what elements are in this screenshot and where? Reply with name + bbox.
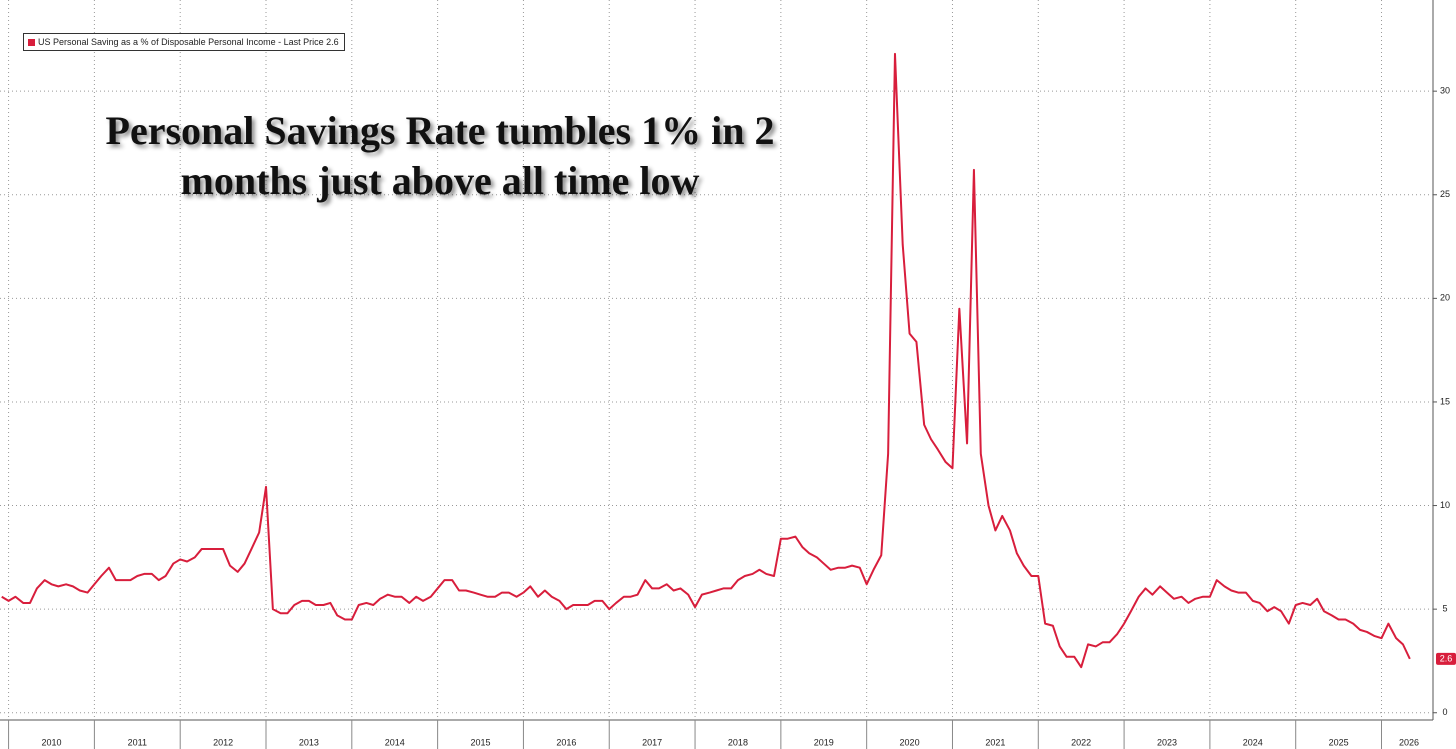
x-tick-label: 2019: [814, 737, 834, 747]
x-tick-label: 2022: [1071, 737, 1091, 747]
x-tick-label: 2012: [213, 737, 233, 747]
x-tick-label: 2014: [385, 737, 405, 747]
x-tick-label: 2017: [642, 737, 662, 747]
legend-swatch: [28, 38, 35, 46]
legend: US Personal Saving as a % of Disposable …: [23, 33, 345, 51]
x-tick-label: 2025: [1329, 737, 1349, 747]
x-tick-label: 2023: [1157, 737, 1177, 747]
x-tick-label: 2015: [471, 737, 491, 747]
y-tick-label: 30: [1440, 86, 1450, 96]
x-tick-label: 2016: [556, 737, 576, 747]
x-tick-label: 2020: [900, 737, 920, 747]
x-tick-label: 2010: [41, 737, 61, 747]
x-tick-label: 2011: [128, 737, 147, 747]
x-tick-label: 2021: [985, 737, 1005, 747]
y-tick-label: 10: [1440, 500, 1450, 510]
y-tick-label: 20: [1440, 293, 1450, 303]
line-series: [1, 52, 1411, 669]
x-tick-label: 2026: [1399, 737, 1419, 747]
x-tick-label: 2018: [728, 737, 748, 747]
legend-label: US Personal Saving as a % of Disposable …: [38, 37, 339, 47]
y-tick-label: 15: [1440, 396, 1450, 406]
chart-title: Personal Savings Rate tumbles 1% in 2 mo…: [105, 108, 775, 203]
x-tick-label: 2024: [1243, 737, 1263, 747]
y-tick-label: 5: [1442, 604, 1447, 614]
y-tick-label: 0: [1442, 707, 1447, 717]
x-tick-label: 2013: [299, 737, 319, 747]
y-tick-label: 25: [1440, 189, 1450, 199]
last-price-tag: [1436, 652, 1456, 665]
last-price-label: 2.6: [1440, 653, 1453, 663]
